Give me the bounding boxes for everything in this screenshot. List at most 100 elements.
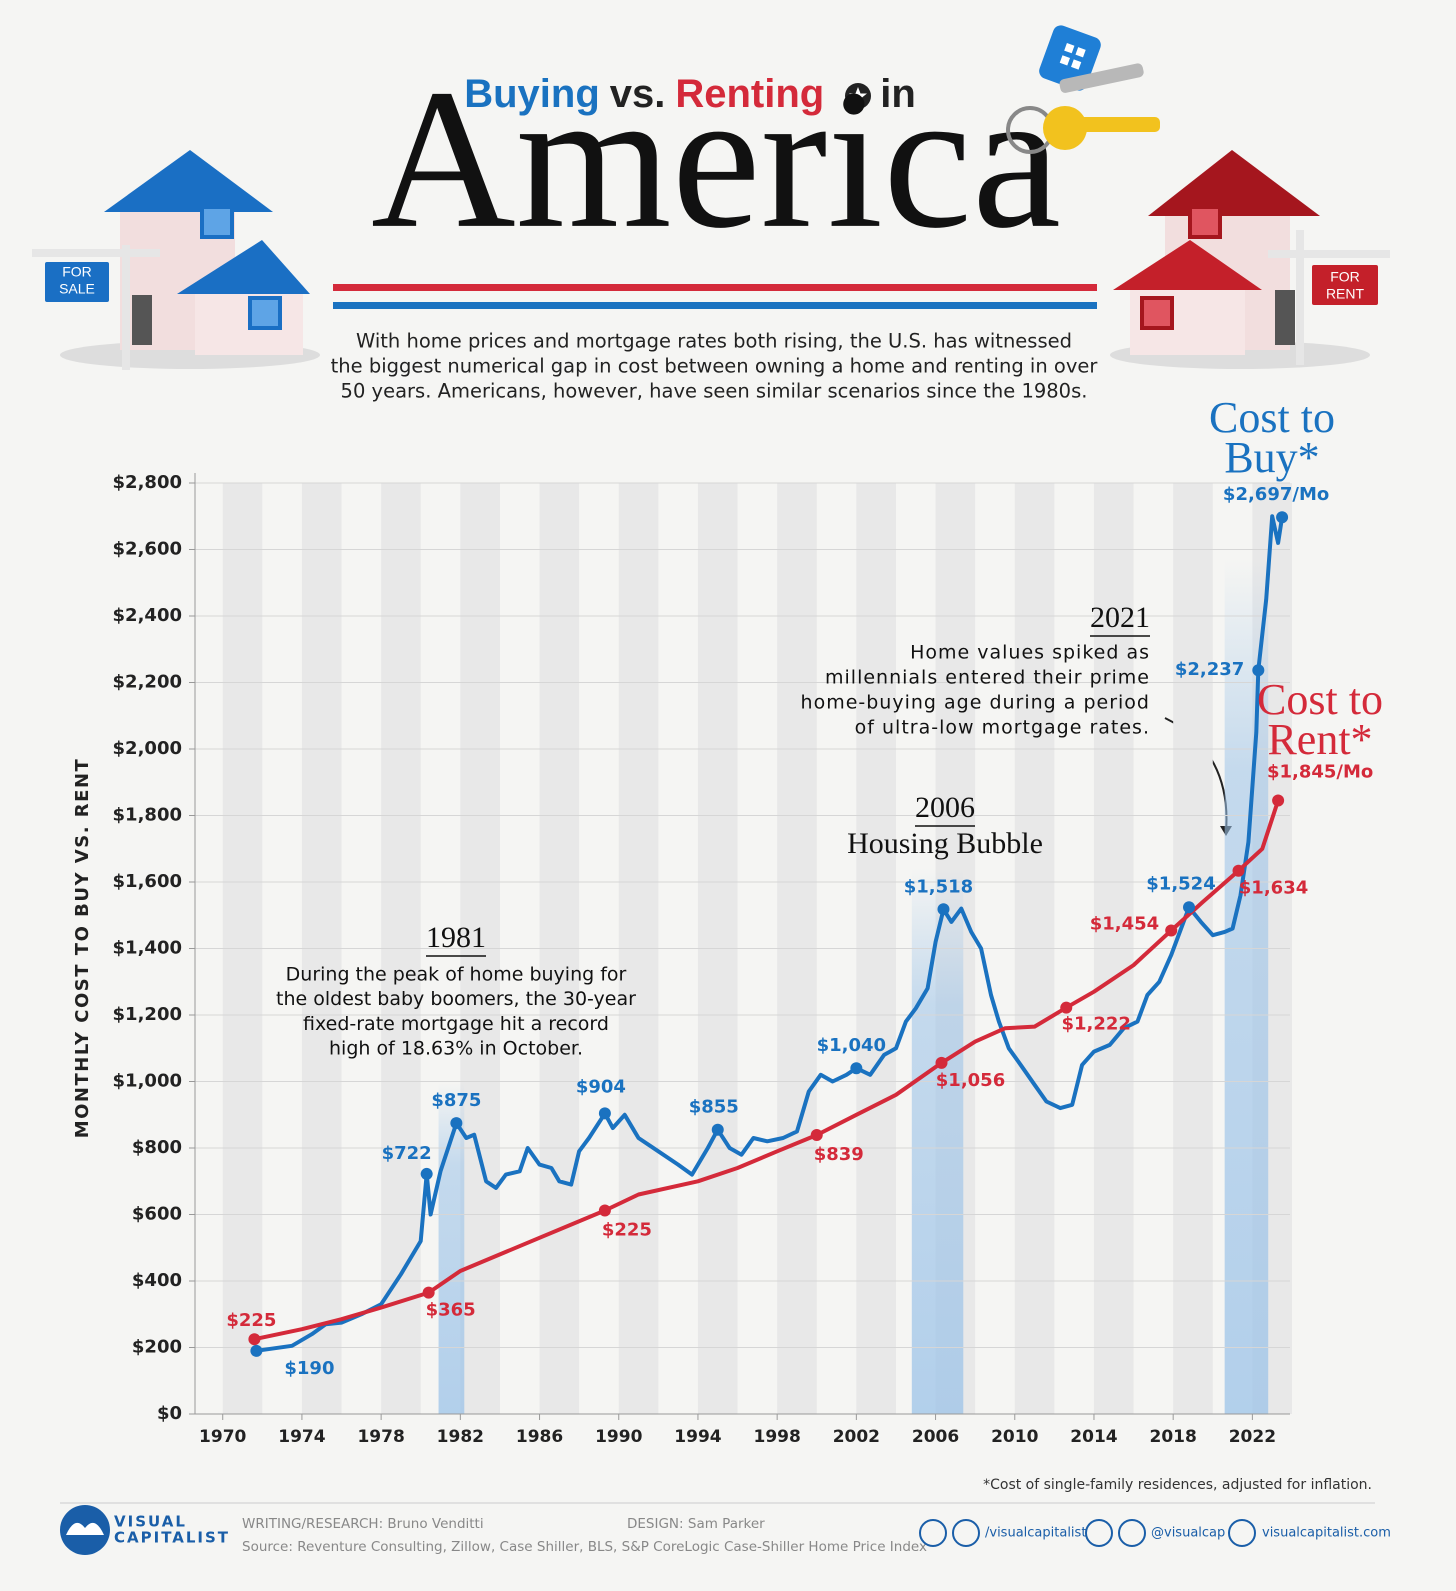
point: [1165, 924, 1178, 937]
value-label: $1,518: [904, 876, 973, 897]
y-tick-label: $1,200: [113, 1004, 182, 1025]
y-tick-label: $1,800: [113, 805, 182, 826]
point: [1276, 511, 1289, 524]
y-tick-label: $600: [132, 1204, 182, 1225]
series-line: [256, 514, 1285, 1353]
subtitle-line: 50 years. Americans, however, have seen …: [341, 380, 1088, 403]
note-title: 2006: [915, 791, 975, 824]
x-tick-label: 2006: [912, 1427, 959, 1447]
house-for-rent: FOR RENT: [1110, 150, 1390, 369]
layer-front: 1970 1974 1978 1982 1986 1990 1994 1998 2002 2006…: [113, 472, 1374, 1447]
highlight-span: [911, 868, 964, 1414]
x-tick-label: 2018: [1150, 1427, 1197, 1447]
value-label: $1,454: [1090, 914, 1159, 935]
sign-text: RENT: [1326, 286, 1365, 302]
house-for-sale: FOR SALE: [32, 150, 320, 370]
point: [248, 1333, 261, 1346]
x-tick-label: 1986: [516, 1427, 563, 1447]
point: [598, 1204, 611, 1217]
note-title: 2021: [1090, 601, 1150, 634]
sign-text: SALE: [59, 281, 95, 297]
point: [420, 1167, 433, 1180]
value-label: $1,040: [817, 1035, 886, 1056]
sign-text: FOR: [62, 264, 92, 280]
value-label: $225: [226, 1310, 276, 1331]
highlight-span: [1224, 559, 1269, 1414]
credit-design: DESIGN: Sam Parker: [627, 1516, 765, 1532]
point: [422, 1286, 435, 1299]
x-tick-label: 1998: [753, 1427, 800, 1447]
title-top: Buying vs. Renting in: [464, 72, 916, 116]
note-title: 1981: [426, 921, 486, 954]
y-tick-label: $1,400: [113, 938, 182, 959]
value-label: $839: [814, 1144, 864, 1165]
subtitle-line: the biggest numerical gap in cost betwee…: [331, 355, 1099, 378]
point: [598, 1107, 611, 1120]
logo-text: VISUAL: [114, 1513, 187, 1531]
value-label: $225: [602, 1220, 652, 1241]
note-line: Housing Bubble: [847, 827, 1043, 860]
value-label: $1,845/Mo: [1267, 762, 1373, 783]
y-tick-label: $400: [132, 1270, 182, 1291]
y-tick-label: $2,400: [113, 605, 182, 626]
value-label: $904: [576, 1076, 626, 1097]
x-tick-label: 2014: [1070, 1427, 1117, 1447]
value-label: $722: [382, 1143, 432, 1164]
x-tick-label: 1994: [674, 1427, 721, 1447]
point: [1060, 1001, 1073, 1014]
point: [250, 1344, 263, 1357]
handle[interactable]: /visualcapitalist: [985, 1526, 1086, 1541]
sign-text: FOR: [1330, 269, 1360, 285]
logo: VISUAL CAPITALIST: [60, 1505, 228, 1555]
rule-red: [333, 284, 1097, 291]
point: [1272, 794, 1285, 807]
x-tick-label: 2002: [833, 1427, 880, 1447]
x-tick-label: 1978: [357, 1427, 404, 1447]
y-axis-title: MONTHLY COST TO BUY VS. RENT: [72, 758, 93, 1139]
value-label: $2,237: [1175, 659, 1244, 680]
note-line: home-buying age during a period: [801, 692, 1150, 714]
x-tick-label: 1990: [595, 1427, 642, 1447]
point: [1252, 664, 1265, 677]
x-tick-label: 1970: [199, 1427, 246, 1447]
y-tick-label: $1,000: [113, 1071, 182, 1092]
value-label: $2,697/Mo: [1223, 484, 1329, 505]
note-line: high of 18.63% in October.: [329, 1038, 583, 1060]
layer-grid: [189, 473, 1290, 1420]
note-line: millennials entered their prime: [825, 667, 1150, 689]
x-tick-label: 2010: [991, 1427, 1038, 1447]
value-label: $875: [431, 1090, 481, 1111]
series-line: [253, 799, 1281, 1342]
title-part: Renting: [675, 72, 824, 116]
point: [935, 1056, 948, 1069]
y-tick-label: $2,000: [113, 738, 182, 759]
note-line: the oldest baby boomers, the 30-year: [276, 988, 636, 1010]
value-label: $855: [689, 1097, 739, 1118]
title-part: vs.: [610, 72, 666, 116]
y-tick-label: $200: [132, 1337, 182, 1358]
x-tick-label: 1974: [278, 1427, 325, 1447]
legend-rent: Cost to Rent*: [1257, 675, 1383, 764]
title-part: Buying: [464, 72, 600, 116]
legend-buy: Cost to Buy*: [1209, 393, 1335, 482]
note-line: of ultra-low mortgage rates.: [855, 717, 1150, 739]
value-label: $1,634: [1239, 878, 1308, 899]
layer-lines: [253, 514, 1285, 1353]
point: [937, 903, 950, 916]
note-line: During the peak of home buying for: [286, 964, 627, 986]
point: [810, 1129, 823, 1142]
point: [450, 1117, 463, 1130]
point: [1183, 901, 1196, 914]
handle[interactable]: @visualcap: [1151, 1526, 1225, 1541]
social: [919, 1519, 1256, 1547]
point: [711, 1123, 724, 1136]
footnote: *Cost of single-family residences, adjus…: [983, 1477, 1372, 1493]
x-tick-label: 2022: [1229, 1427, 1276, 1447]
y-tick-label: $1,600: [113, 871, 182, 892]
note-line: fixed-rate mortgage hit a record: [303, 1013, 609, 1035]
handle[interactable]: visualcapitalist.com: [1262, 1526, 1391, 1541]
x-tick-label: 1982: [437, 1427, 484, 1447]
title-part: in: [880, 72, 916, 116]
